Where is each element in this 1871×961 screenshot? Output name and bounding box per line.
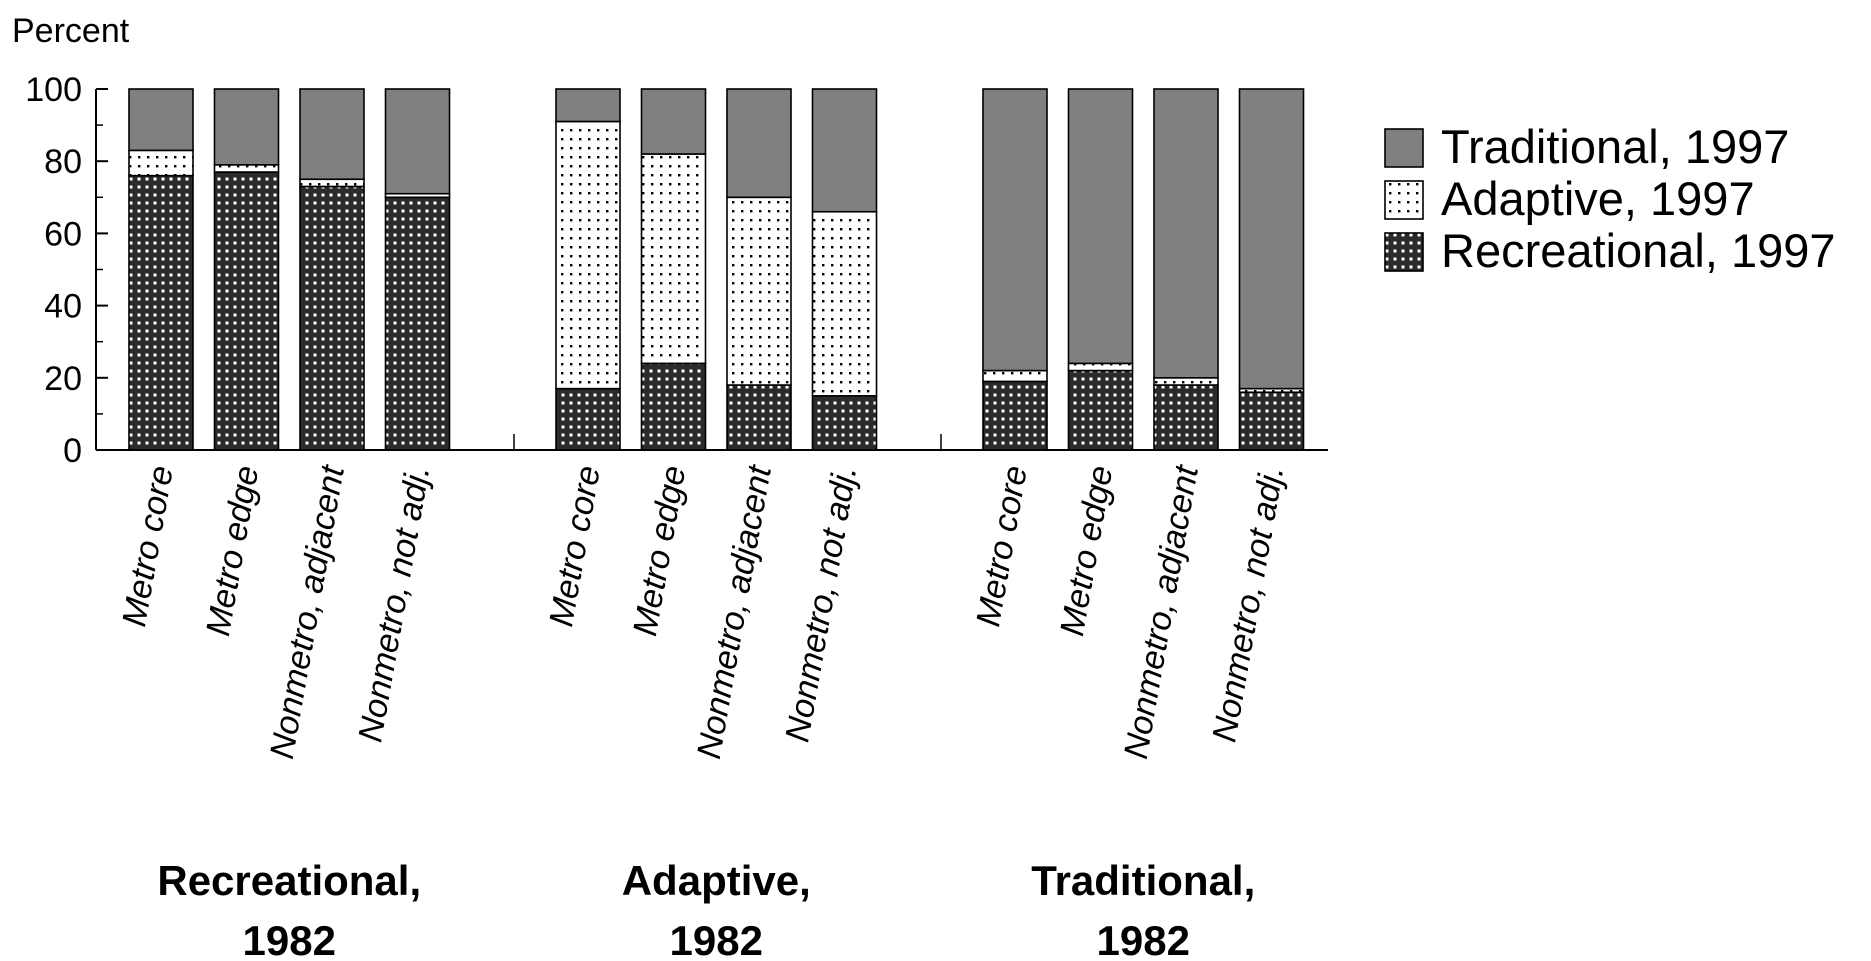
bar-segment-dots [726, 196, 792, 386]
x-category-label: Metro edge [199, 463, 266, 639]
x-category-label: Nonmetro, adjacent [263, 461, 352, 761]
legend-swatch-grid [1384, 232, 1424, 272]
bar-segment-grid [982, 380, 1048, 451]
bar-segment-grid [1153, 384, 1219, 451]
y-tick-label: 0 [63, 432, 82, 470]
bar-segment-grid [128, 174, 194, 451]
y-tick-label: 80 [44, 143, 82, 181]
bar-segment-dots [213, 164, 280, 173]
bar-segment-solid [811, 88, 878, 213]
x-category-label: Metro core [969, 463, 1035, 630]
bar-segment-grid [555, 387, 621, 451]
bar-segment-solid [982, 88, 1048, 372]
bar-segment-solid [726, 88, 792, 199]
bar-segment-grid [384, 196, 451, 451]
bar-segment-solid [384, 88, 451, 195]
bar-segment-dots [1153, 376, 1219, 386]
bar-segment-solid [555, 88, 621, 123]
legend-label: Traditional, 1997 [1441, 120, 1789, 173]
x-category-label: Metro core [542, 463, 608, 630]
bar-segment-solid [213, 88, 280, 166]
bar-segment-grid [299, 185, 365, 451]
x-category-label: Nonmetro, not adj. [351, 463, 437, 745]
group-label-line2: 1982 [670, 917, 763, 961]
bar-segment-solid [299, 88, 365, 181]
group-label-line1: Traditional, [1031, 857, 1255, 904]
y-axis-title: Percent [12, 12, 130, 50]
bar-segment-dots [299, 178, 365, 188]
bar-segment-grid [1238, 391, 1305, 451]
y-tick-label: 100 [25, 71, 82, 109]
bar-segment-dots [1067, 362, 1134, 372]
x-category-label: Nonmetro, adjacent [1117, 461, 1206, 761]
bar-segment-grid [213, 171, 280, 451]
bars [128, 88, 1305, 451]
x-category-label: Metro edge [626, 463, 693, 639]
bar-segment-grid [640, 362, 707, 451]
bar-segment-dots [128, 149, 194, 177]
x-category-label: Nonmetro, not adj. [1205, 463, 1291, 745]
group-label-line2: 1982 [243, 917, 336, 961]
bar-segment-grid [726, 384, 792, 451]
y-tick-label: 40 [44, 288, 82, 326]
x-category-label: Metro core [115, 463, 181, 630]
group-label-line1: Adaptive, [622, 857, 811, 904]
bar-segment-dots [982, 369, 1048, 383]
legend-label: Recreational, 1997 [1441, 224, 1836, 277]
bar-segment-solid [1067, 88, 1134, 365]
group-labels: Recreational, 1982 Adaptive, 1982 Traditiona… [157, 857, 1255, 961]
bar-segment-solid [1238, 88, 1305, 390]
y-tick-label: 20 [44, 360, 82, 398]
bar-segment-grid [811, 395, 878, 451]
legend-swatch-solid [1384, 128, 1424, 168]
group-label-line2: 1982 [1097, 917, 1190, 961]
bar-segment-dots [555, 120, 621, 390]
legend-label: Adaptive, 1997 [1441, 172, 1755, 225]
bar-segment-solid [1153, 88, 1219, 379]
y-tick-label: 60 [44, 215, 82, 253]
bar-segment-dots [811, 210, 878, 397]
x-category-label: Metro edge [1053, 463, 1120, 639]
bar-segment-solid [640, 88, 707, 155]
bar-segment-grid [1067, 369, 1134, 451]
group-label-line1: Recreational, [157, 857, 421, 904]
bar-segment-dots [640, 153, 707, 365]
bar-segment-solid [128, 88, 194, 152]
x-category-label: Nonmetro, not adj. [778, 463, 864, 745]
legend-swatch-dots [1384, 180, 1424, 220]
x-category-label: Nonmetro, adjacent [690, 461, 779, 761]
